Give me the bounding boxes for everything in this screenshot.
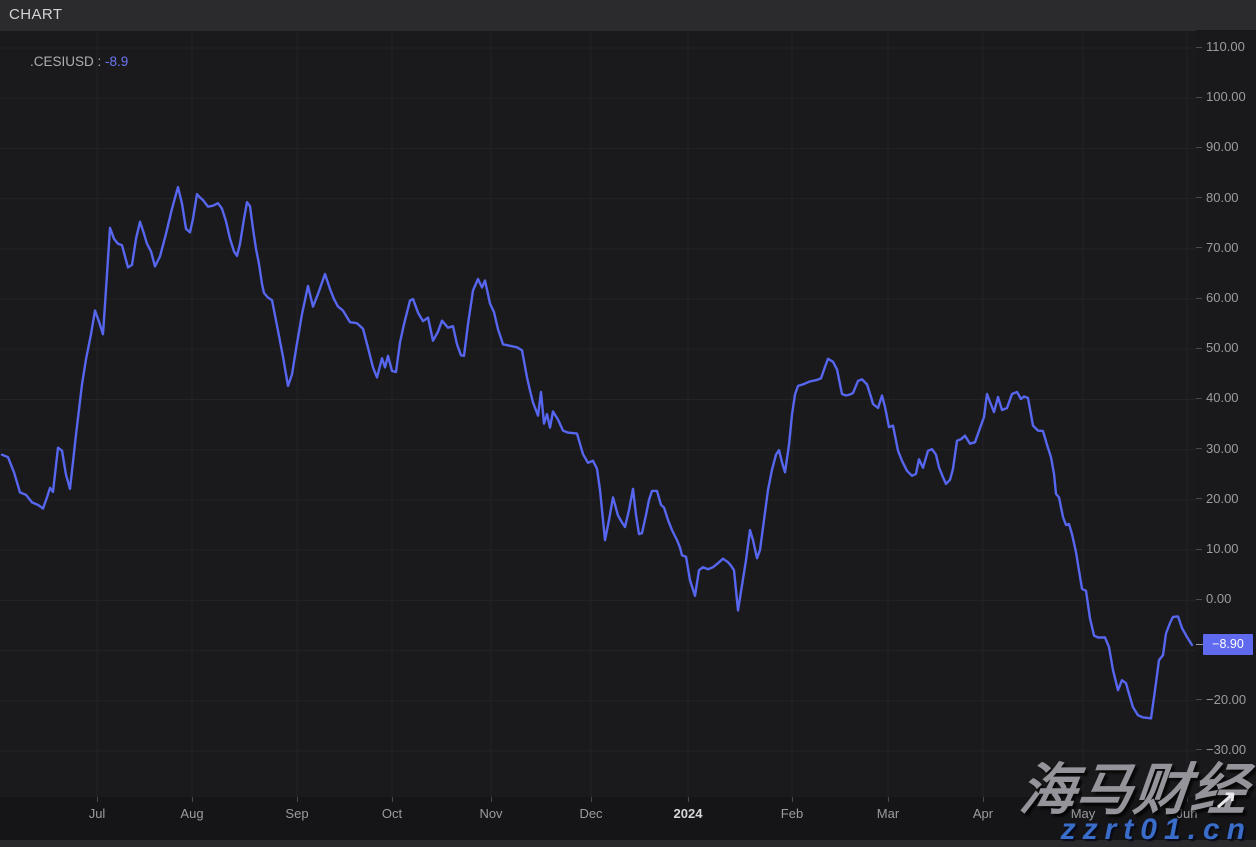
y-axis-label: 110.00	[1206, 39, 1245, 54]
y-axis-label: 50.00	[1206, 340, 1239, 356]
y-axis-tick	[1196, 146, 1202, 148]
x-axis-label: Oct	[381, 806, 403, 821]
price-line-series	[0, 185, 1194, 720]
y-axis-label: 90.00	[1206, 139, 1239, 155]
x-axis-label: Nov	[479, 806, 503, 821]
y-axis-label: 80.00	[1206, 189, 1239, 205]
chart-plot-area[interactable]: .CESIUSD : -8.9	[0, 30, 1196, 798]
y-axis-tick	[1196, 247, 1202, 249]
y-axis-tick	[1196, 548, 1202, 550]
y-axis-tick	[1196, 598, 1202, 600]
y-axis-tick	[1196, 749, 1202, 751]
y-axis-label: 40.00	[1206, 390, 1239, 406]
x-axis-tick	[591, 797, 592, 802]
y-axis-label: 0.00	[1206, 591, 1232, 607]
watermark: 海马财经 ↗ zzrt01.cn	[856, 737, 1256, 847]
y-axis-label: 70.00	[1206, 239, 1239, 255]
y-axis-label: 10.00	[1206, 541, 1239, 557]
y-axis-label: −30.00	[1206, 741, 1247, 757]
x-axis-label: 2024	[673, 806, 703, 821]
x-axis-tick	[491, 797, 492, 802]
y-axis-label: −20.00	[1206, 691, 1247, 707]
y-axis-label: 100.00	[1206, 89, 1246, 105]
y-axis-tick	[1196, 699, 1202, 701]
y-axis-tick	[1196, 347, 1202, 349]
x-axis-label: Apr	[972, 806, 994, 821]
x-axis-tick	[297, 797, 298, 802]
x-axis-tick	[97, 797, 98, 802]
y-axis-tick	[1196, 46, 1202, 48]
y-axis-tick	[1196, 498, 1202, 500]
x-axis-tick	[688, 797, 689, 802]
series-symbol-label: .CESIUSD	[30, 54, 94, 69]
x-axis-label: Dec	[579, 806, 603, 821]
x-axis-label: Jul	[88, 806, 106, 821]
price-chart-canvas[interactable]	[0, 31, 1196, 798]
x-axis-tick	[983, 797, 984, 802]
x-axis[interactable]: Jul Aug Sep Oct Nov Dec 2024 Feb Mar Apr May Jun	[0, 797, 1198, 840]
legend-separator: :	[93, 54, 106, 69]
y-axis[interactable]: −8.90 110.00 100.00 90.00 80.00 70.00 60.00 50…	[1196, 30, 1256, 797]
x-axis-label: Aug	[180, 806, 204, 821]
y-axis-tick	[1196, 96, 1202, 98]
last-price-tick	[1196, 643, 1203, 645]
series-legend[interactable]: .CESIUSD : -8.9	[30, 54, 128, 69]
x-axis-label: Jun	[1176, 806, 1198, 821]
y-axis-tick	[1196, 197, 1202, 199]
bottom-strip	[0, 840, 1256, 847]
y-axis-tick	[1196, 297, 1202, 299]
x-axis-tick	[1187, 797, 1188, 802]
x-axis-tick	[192, 797, 193, 802]
x-axis-label: May	[1070, 806, 1096, 821]
horizontal-gridlines	[0, 47, 1196, 752]
x-axis-label: Feb	[780, 806, 804, 821]
watermark-text-url: zzrt01.cn	[1060, 813, 1252, 846]
series-last-value: -8.9	[105, 54, 129, 69]
x-axis-tick	[888, 797, 889, 802]
y-axis-label: 30.00	[1206, 440, 1239, 456]
x-axis-tick	[392, 797, 393, 802]
y-axis-label: 60.00	[1206, 290, 1239, 306]
y-axis-label: 20.00	[1206, 490, 1239, 506]
last-price-badge: −8.90	[1203, 633, 1253, 655]
vertical-gridlines	[96, 33, 1188, 798]
x-axis-label: Sep	[285, 806, 309, 821]
y-axis-tick	[1196, 448, 1202, 450]
watermark-arrow-icon: ↗	[1212, 786, 1240, 816]
x-axis-tick	[1083, 797, 1084, 802]
y-axis-tick	[1196, 397, 1202, 399]
window-titlebar: CHART	[0, 0, 1256, 30]
x-axis-label: Mar	[876, 806, 900, 821]
x-axis-tick	[792, 797, 793, 802]
page-title: CHART	[9, 6, 63, 23]
